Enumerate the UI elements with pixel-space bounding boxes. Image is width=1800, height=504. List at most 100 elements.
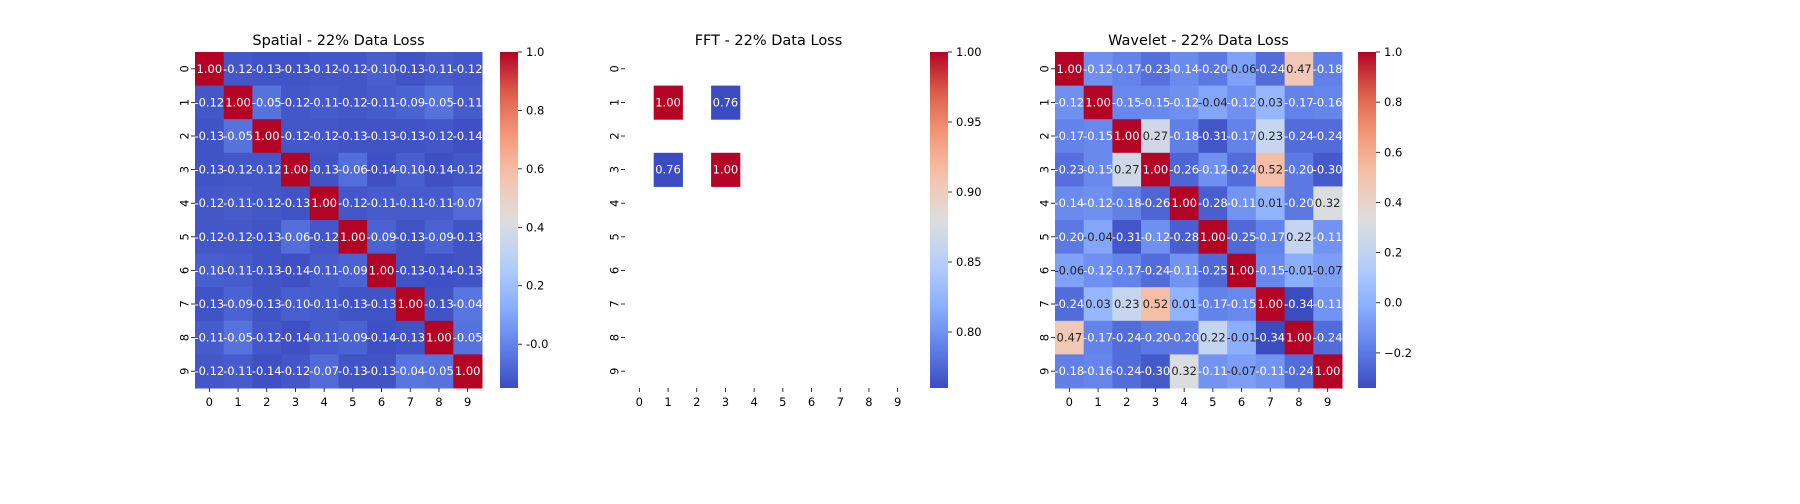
cell-value-label: -0.06 <box>1054 263 1084 277</box>
cell-value-label: -0.11 <box>367 196 397 210</box>
cell-value-label: -0.13 <box>424 297 454 311</box>
heatmap-cell <box>1083 320 1113 355</box>
cell-value-label: 1.00 <box>225 95 251 109</box>
heatmap-cell <box>1112 354 1142 389</box>
heatmap-cell <box>1227 220 1257 255</box>
heatmap-cell <box>1284 119 1314 154</box>
cell-value-label: 0.27 <box>1114 163 1140 177</box>
cell-value-label: 1.00 <box>1143 163 1169 177</box>
heatmap-cell <box>338 152 368 187</box>
heatmap-cell <box>1083 119 1113 154</box>
heatmap-cell <box>309 186 339 221</box>
y-tick-label: 2 <box>178 132 192 139</box>
cell-value-label: -0.17 <box>1227 129 1257 143</box>
cell-value-label: 1.00 <box>1200 230 1226 244</box>
chart-title: FFT - 22% Data Loss <box>695 33 843 49</box>
cell-value-label: -0.11 <box>1169 263 1199 277</box>
cell-value-label: -0.15 <box>1083 129 1113 143</box>
cell-value-label: -0.13 <box>252 230 282 244</box>
y-tick-label: 4 <box>178 200 192 207</box>
heatmap-cell <box>1313 85 1343 120</box>
cell-value-label: -0.13 <box>281 196 311 210</box>
heatmap-cell <box>1055 119 1085 154</box>
cell-value-label: -0.24 <box>1284 364 1314 378</box>
heatmap-cell <box>281 287 311 322</box>
cell-value-label: 1.00 <box>197 62 223 76</box>
cell-value-label: -0.13 <box>194 163 224 177</box>
heatmap-cell <box>252 287 282 322</box>
cell-value-label: -0.20 <box>1141 331 1171 345</box>
heatmap-cell <box>1198 52 1228 87</box>
heatmap-cell <box>223 354 253 389</box>
cell-value-label: -0.20 <box>1284 163 1314 177</box>
cell-value-label: -0.12 <box>1083 263 1113 277</box>
heatmap-cell <box>1141 186 1171 221</box>
cell-value-label: -0.15 <box>1255 263 1285 277</box>
heatmap-cell <box>424 152 454 187</box>
cell-value-label: -0.09 <box>338 331 368 345</box>
heatmap-panel-1: FFT - 22% Data Loss 1.00 0.76 0.76 1.00 0 1 2 3 4… <box>608 33 982 409</box>
cell-value-label: -0.30 <box>1313 163 1343 177</box>
heatmap-cell <box>309 320 339 355</box>
heatmap-cell <box>338 354 368 389</box>
cell-value-label: -0.12 <box>309 62 339 76</box>
x-tick-label: 6 <box>378 395 385 409</box>
heatmap-cell <box>1083 186 1113 221</box>
heatmap-cell <box>453 253 483 288</box>
cell-value-label: -0.25 <box>1198 263 1228 277</box>
heatmap-cell <box>1284 152 1314 187</box>
y-tick-label: 1 <box>608 99 622 106</box>
heatmap-cell <box>338 119 368 154</box>
x-tick-label: 8 <box>865 395 872 409</box>
y-tick-label: 8 <box>1038 334 1052 341</box>
heatmap-cell <box>453 119 483 154</box>
cell-value-label: -0.12 <box>1169 95 1199 109</box>
cell-value-label: 1.00 <box>1085 95 1111 109</box>
cell-value-label: -0.14 <box>453 129 483 143</box>
cell-value-label: -0.14 <box>281 331 311 345</box>
cell-value-label: -0.14 <box>281 263 311 277</box>
colorbar-tick-label: 0.4 <box>526 220 544 234</box>
heatmap-cell <box>1198 119 1228 154</box>
cell-value-label: -0.06 <box>1227 62 1257 76</box>
heatmap-cell <box>453 186 483 221</box>
x-tick-label: 5 <box>349 395 356 409</box>
cell-value-label: -0.17 <box>1112 62 1142 76</box>
colorbar: -0.0 0.2 0.4 0.6 0.8 1.0 <box>500 45 548 388</box>
heatmap-cell <box>195 186 225 221</box>
heatmap-cell <box>281 85 311 120</box>
x-tick-label: 0 <box>1066 395 1073 409</box>
cell-value-label: -0.12 <box>1083 62 1113 76</box>
cell-value-label: -0.05 <box>223 331 253 345</box>
x-tick-label: 2 <box>1123 395 1130 409</box>
heatmap-cell <box>424 52 454 87</box>
cell-value-label: -0.12 <box>223 230 253 244</box>
heatmap-cell <box>1055 220 1085 255</box>
cell-value-label: -0.11 <box>1313 230 1343 244</box>
heatmap-cell <box>1227 85 1257 120</box>
heatmap-cell <box>1083 220 1113 255</box>
heatmap-cell <box>338 85 368 120</box>
x-tick-label: 0 <box>636 395 643 409</box>
cell-value-label: -0.12 <box>1083 196 1113 210</box>
cell-value-label: 0.23 <box>1114 297 1140 311</box>
cell-value-label: -0.12 <box>338 95 368 109</box>
heatmap-cell <box>223 320 253 355</box>
heatmap-cell <box>281 220 311 255</box>
cell-value-label: -0.13 <box>194 297 224 311</box>
cell-value-label: -0.13 <box>194 129 224 143</box>
heatmap-cell <box>367 186 397 221</box>
heatmap-cell <box>1169 85 1199 120</box>
heatmap-cell <box>424 287 454 322</box>
colorbar-tick-label: 0.6 <box>526 162 544 176</box>
heatmap-cell <box>281 52 311 87</box>
cell-value-label: -0.15 <box>1141 95 1171 109</box>
cell-value-label: -0.17 <box>1284 95 1314 109</box>
cell-value-label: -0.24 <box>1255 62 1285 76</box>
heatmap-cell <box>1141 220 1171 255</box>
heatmap-cell <box>1227 287 1257 322</box>
cell-value-label: -0.05 <box>453 331 483 345</box>
heatmap-cell <box>424 354 454 389</box>
cell-value-label: -0.13 <box>367 297 397 311</box>
